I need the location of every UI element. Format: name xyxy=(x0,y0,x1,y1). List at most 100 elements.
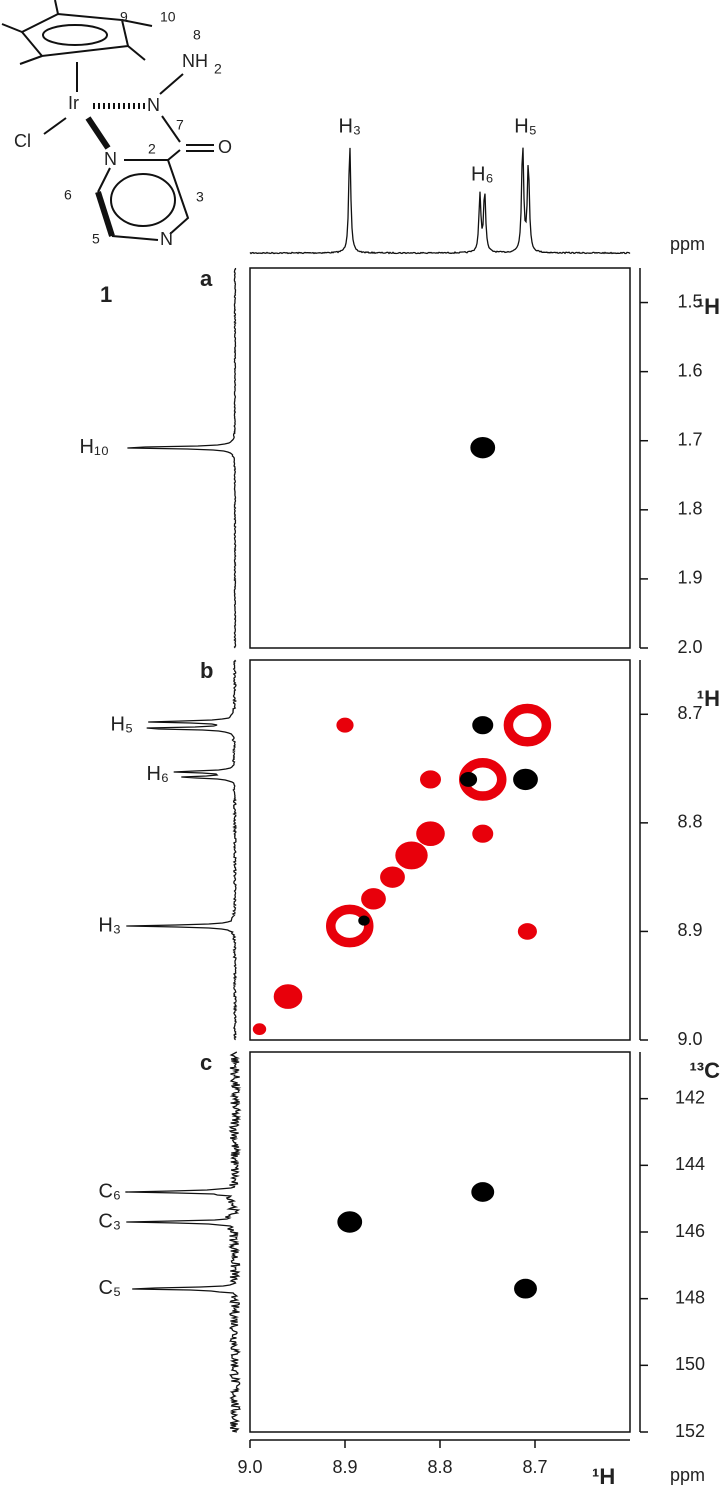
bond xyxy=(43,117,67,135)
y-tick-label: 2.0 xyxy=(677,637,702,657)
panel-letter: b xyxy=(200,658,213,683)
peak-label: C₆ xyxy=(98,1180,121,1202)
x-tick-label: 9.0 xyxy=(237,1457,262,1477)
y-tick-label: 146 xyxy=(675,1221,705,1241)
positive-peak xyxy=(471,1182,495,1202)
y-tick-label: 1.8 xyxy=(677,499,702,519)
peak-label: H₁₀ xyxy=(80,436,110,458)
x-axis-label: ¹H xyxy=(592,1464,615,1489)
atom-label: Ir xyxy=(68,93,79,113)
y-axis-label: ¹H xyxy=(697,294,720,319)
atom-label: 6 xyxy=(64,187,72,203)
bond xyxy=(1,23,23,33)
y-axis-label: ¹³C xyxy=(689,1058,720,1083)
bond xyxy=(127,45,146,61)
y-tick-label: 144 xyxy=(675,1154,705,1174)
atom-label: N xyxy=(147,95,160,115)
atom-label: NH xyxy=(182,51,208,71)
positive-peak xyxy=(472,716,494,735)
y-tick-label: 1.7 xyxy=(677,429,702,449)
ring-bonds xyxy=(124,159,190,235)
y-tick-label: 148 xyxy=(675,1287,705,1307)
atom-label: Cl xyxy=(14,131,31,151)
top-projection xyxy=(249,147,631,255)
peak-label: H₅ xyxy=(111,713,134,735)
atom-label: 5 xyxy=(92,231,100,247)
negative-peak xyxy=(420,770,441,789)
peak-label: C₃ xyxy=(98,1210,121,1232)
ring-inner xyxy=(110,173,176,227)
x-tick-label: 8.9 xyxy=(332,1457,357,1477)
y-tick-label: 1.9 xyxy=(677,568,702,588)
y-axis-label: ¹H xyxy=(697,686,720,711)
compound-number: 1 xyxy=(100,282,112,307)
positive-peak xyxy=(459,771,478,787)
atom-label: 2 xyxy=(148,141,156,157)
unit-label: ppm xyxy=(670,234,705,254)
negative-peak xyxy=(472,824,494,843)
y-tick-label: 9.0 xyxy=(677,1029,702,1049)
atom-label: 8 xyxy=(193,27,201,43)
cp-ring xyxy=(20,12,130,58)
peak-label: H₃ xyxy=(98,914,121,936)
negative-peak xyxy=(517,923,537,940)
atom-label: N xyxy=(160,229,173,249)
y-tick-label: 8.7 xyxy=(677,703,702,723)
cp-ring-inner xyxy=(42,24,108,46)
y-tick-label: 150 xyxy=(675,1354,705,1374)
bond xyxy=(159,73,184,95)
negative-peak xyxy=(503,703,552,747)
x-tick-label: 8.8 xyxy=(427,1457,452,1477)
atom-label: 7 xyxy=(176,117,184,133)
peak-label: H₆ xyxy=(471,164,494,186)
negative-peak xyxy=(416,821,445,847)
positive-peak xyxy=(358,915,370,926)
peak-label: H₅ xyxy=(514,115,537,137)
atom-label: 2 xyxy=(214,61,222,77)
atom-label: 10 xyxy=(160,9,176,25)
panel-frame xyxy=(249,659,631,1041)
negative-peak xyxy=(273,984,303,1009)
x-unit-label: ppm xyxy=(670,1465,705,1485)
atom-label: 3 xyxy=(196,189,204,205)
negative-peak xyxy=(252,1023,267,1035)
x-tick-label: 8.7 xyxy=(522,1457,547,1477)
y-tick-label: 8.9 xyxy=(677,920,702,940)
y-tick-label: 152 xyxy=(675,1421,705,1441)
structure xyxy=(1,0,214,241)
y-tick-label: 8.8 xyxy=(677,812,702,832)
positive-peak xyxy=(513,768,538,791)
side-projection xyxy=(127,267,237,649)
atom-label: N xyxy=(104,149,117,169)
positive-peak xyxy=(470,436,496,459)
positive-peak xyxy=(514,1278,537,1299)
peak-label: H₆ xyxy=(146,763,169,785)
bond xyxy=(95,191,115,237)
side-projection xyxy=(125,1051,242,1433)
positive-peak xyxy=(337,1211,363,1233)
negative-peak xyxy=(336,717,354,733)
bond xyxy=(85,116,111,150)
bond xyxy=(111,235,159,241)
peak-label: H₃ xyxy=(338,115,361,137)
panel-frame xyxy=(249,267,631,649)
bond xyxy=(19,55,43,65)
bond xyxy=(54,0,59,15)
negative-peak xyxy=(380,866,405,888)
peak-label: C₅ xyxy=(99,1277,122,1299)
side-projection xyxy=(126,659,238,1041)
atom-label: O xyxy=(218,137,232,157)
panel-letter: c xyxy=(200,1050,212,1075)
bond xyxy=(167,149,181,161)
bond xyxy=(161,115,181,143)
panel-frame xyxy=(249,1051,631,1433)
bond xyxy=(121,19,153,27)
atom-label: 9 xyxy=(120,9,128,25)
negative-peak xyxy=(361,888,386,910)
bond xyxy=(97,167,111,193)
negative-peak xyxy=(326,904,374,948)
panel-letter: a xyxy=(200,266,213,291)
y-tick-label: 1.6 xyxy=(677,360,702,380)
y-tick-label: 142 xyxy=(675,1087,705,1107)
